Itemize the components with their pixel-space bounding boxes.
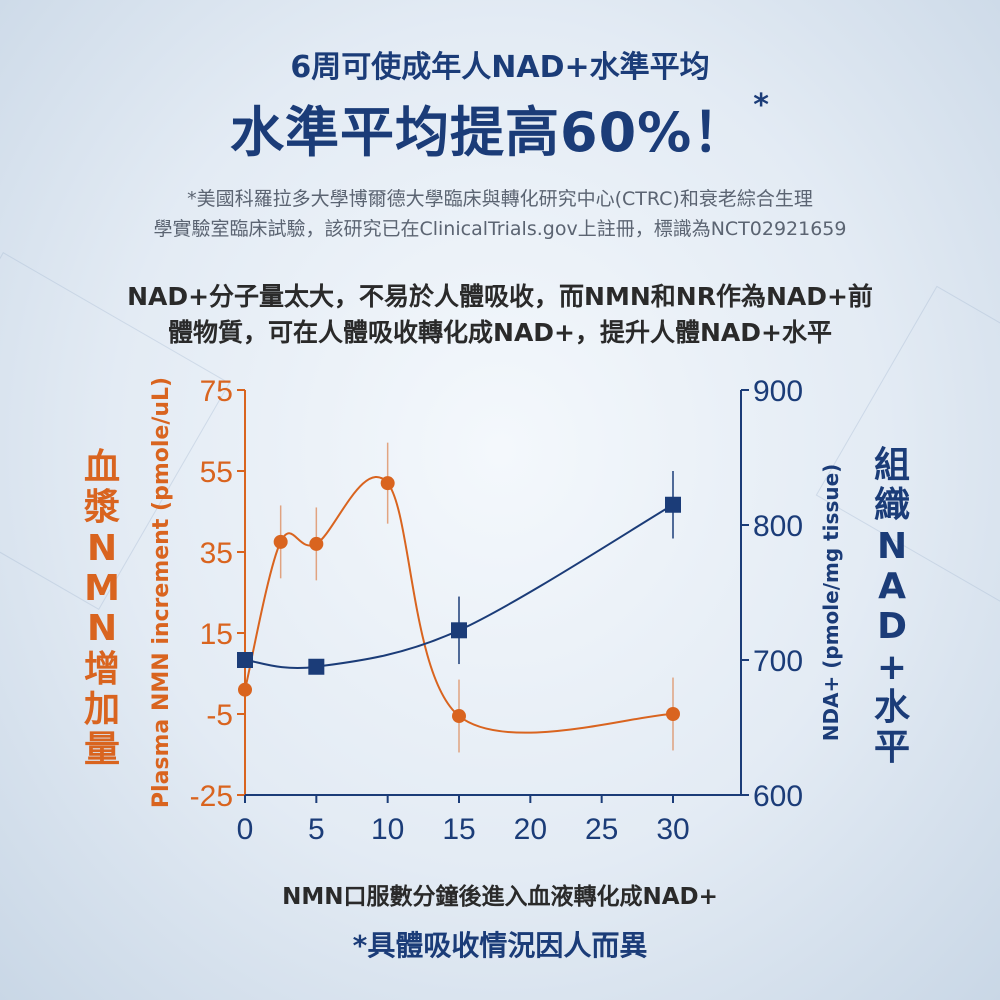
vertical-label-char: +: [876, 646, 908, 688]
right-tick-label: 800: [753, 510, 803, 543]
left-tick-label: 55: [200, 456, 233, 489]
vertical-label-char: N: [86, 527, 118, 569]
vertical-label-char: 漿: [84, 487, 121, 529]
plasma-data-point: [666, 707, 680, 721]
x-tick-label: 5: [308, 813, 325, 846]
x-tick-label: 15: [442, 813, 475, 846]
right-vertical-label: 組織 N A D + 水平: [874, 445, 911, 769]
vertical-label-char: 水: [874, 686, 911, 728]
series-line-tissue: [244, 503, 674, 670]
plasma-data-point: [452, 709, 466, 724]
vertical-label-char: 組: [874, 445, 911, 486]
x-tick-label: 0: [237, 813, 254, 846]
x-tick-label: 30: [656, 813, 689, 846]
vertical-label-char: 織: [874, 485, 911, 527]
left-tick-label: -25: [190, 780, 233, 813]
headline-text: 水準平均提高60%！: [230, 101, 748, 164]
right-tick-label: 900: [753, 375, 803, 408]
left-tick-label: 15: [200, 618, 233, 651]
plasma-data-point: [380, 476, 395, 491]
tissue-data-point: [451, 622, 467, 639]
tissue-data-point: [308, 658, 325, 675]
right-axis-title: NDA+ (pmole/mg tissue): [819, 464, 843, 742]
left-tick-label: -5: [206, 699, 233, 732]
chart: 75 55 35 15 -5 -25 900 800 700 600 0 5 10 15 20 25 30 Pla…: [149, 375, 843, 846]
vertical-label-char: 量: [84, 729, 121, 771]
footnote-line-2: 學實驗室臨床試驗，該研究已在ClinicalTrials.gov上註冊，標識為N…: [153, 218, 847, 240]
vertical-label-char: 加: [84, 688, 121, 730]
vertical-label-char: 血: [84, 447, 121, 488]
plasma-data-point: [238, 682, 252, 697]
subtitle: 6周可使成年人NAD+水準平均: [290, 50, 710, 85]
right-tick-label: 600: [753, 780, 803, 813]
left-tick-label: 75: [200, 375, 233, 408]
absorption-note: *具體吸收情況因人而異: [352, 929, 648, 962]
series-line-plasma: [244, 476, 674, 734]
x-tick-label: 25: [585, 813, 618, 846]
tissue-data-point: [665, 496, 681, 513]
plasma-data-point: [273, 534, 288, 549]
vertical-label-char: D: [877, 606, 907, 648]
left-axis-title: Plasma NMN increment (pmole/uL): [149, 377, 174, 808]
headline-footnote-mark: *: [753, 88, 770, 123]
vertical-label-char: M: [84, 567, 120, 609]
intro-line-1: NAD+分子量太大，不易於人體吸收，而NMN和NR作為NAD+前: [127, 282, 873, 311]
left-tick-label: 35: [200, 537, 233, 570]
x-tick-label: 10: [371, 813, 404, 846]
right-tick-label: 700: [753, 645, 803, 678]
vertical-label-char: 平: [874, 727, 911, 769]
vertical-label-char: A: [878, 565, 906, 607]
tissue-data-point: [237, 652, 253, 668]
headline: 水準平均提高60%！ *: [0, 88, 1000, 167]
x-axis-caption: NMN口服數分鐘後進入血液轉化成NAD+: [282, 884, 718, 910]
vertical-label-char: 增: [84, 648, 121, 690]
footnote-line-1: *美國科羅拉多大學博爾德大學臨床與轉化研究中心(CTRC)和衰老綜合生理: [187, 188, 813, 210]
plasma-data-point: [309, 536, 324, 551]
vertical-label-char: N: [86, 608, 118, 650]
x-tick-label: 20: [514, 813, 547, 846]
vertical-label-char: N: [876, 525, 908, 567]
intro-line-2: 體物質，可在人體吸收轉化成NAD+，提升人體NAD+水平: [168, 318, 832, 347]
